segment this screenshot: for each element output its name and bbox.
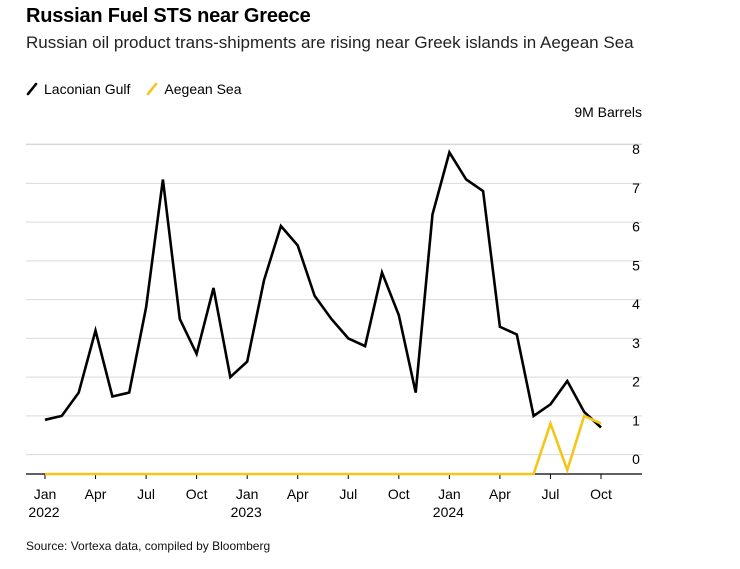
y-tick-label: 5 [632, 257, 640, 273]
y-tick-label: 4 [632, 296, 640, 312]
x-tick-label: Oct [186, 486, 208, 502]
x-tick-year-label: 2023 [231, 504, 262, 520]
x-tick-label: Oct [590, 486, 612, 502]
x-tick-label: Apr [85, 486, 107, 502]
legend-swatch-aegean-sea [147, 82, 158, 96]
x-tick-label: Jul [542, 486, 560, 502]
x-tick-label: Oct [388, 486, 410, 502]
series-line-aegean-sea [45, 414, 602, 476]
y-tick-label: 1 [632, 412, 640, 428]
x-tick-label: Jul [339, 486, 357, 502]
legend-item-laconian-gulf: Laconian Gulf [26, 81, 130, 97]
x-tick-label: Jan [236, 486, 259, 502]
series-line-laconian-gulf [44, 149, 602, 429]
y-tick-label: 2 [632, 374, 640, 390]
legend-label-aegean-sea: Aegean Sea [164, 81, 242, 97]
legend-item-aegean-sea: Aegean Sea [146, 81, 241, 97]
x-tick-label: Jul [137, 486, 155, 502]
y-axis-unit-label: 9M Barrels [574, 104, 642, 120]
y-tick-label: 8 [632, 141, 640, 157]
y-tick-label: 6 [632, 219, 640, 235]
y-tick-label: 7 [632, 180, 640, 196]
legend: Laconian Gulf Aegean Sea [26, 79, 257, 99]
chart-subtitle: Russian oil product trans-shipments are … [26, 33, 634, 52]
legend-label-laconian-gulf: Laconian Gulf [44, 81, 131, 97]
y-tick-label: 3 [632, 335, 640, 351]
x-tick-label: Apr [489, 486, 511, 502]
x-tick-label: Jan [438, 486, 461, 502]
source-note: Source: Vortexa data, compiled by Bloomb… [26, 539, 271, 553]
x-tick-label: Jan [34, 486, 57, 502]
x-tick-year-label: 2022 [28, 504, 59, 520]
legend-swatch-laconian-gulf [26, 82, 38, 96]
x-tick-year-label: 2024 [433, 504, 464, 520]
chart-title: Russian Fuel STS near Greece [26, 5, 311, 27]
y-tick-label: 0 [632, 451, 640, 467]
x-tick-label: Apr [287, 486, 309, 502]
